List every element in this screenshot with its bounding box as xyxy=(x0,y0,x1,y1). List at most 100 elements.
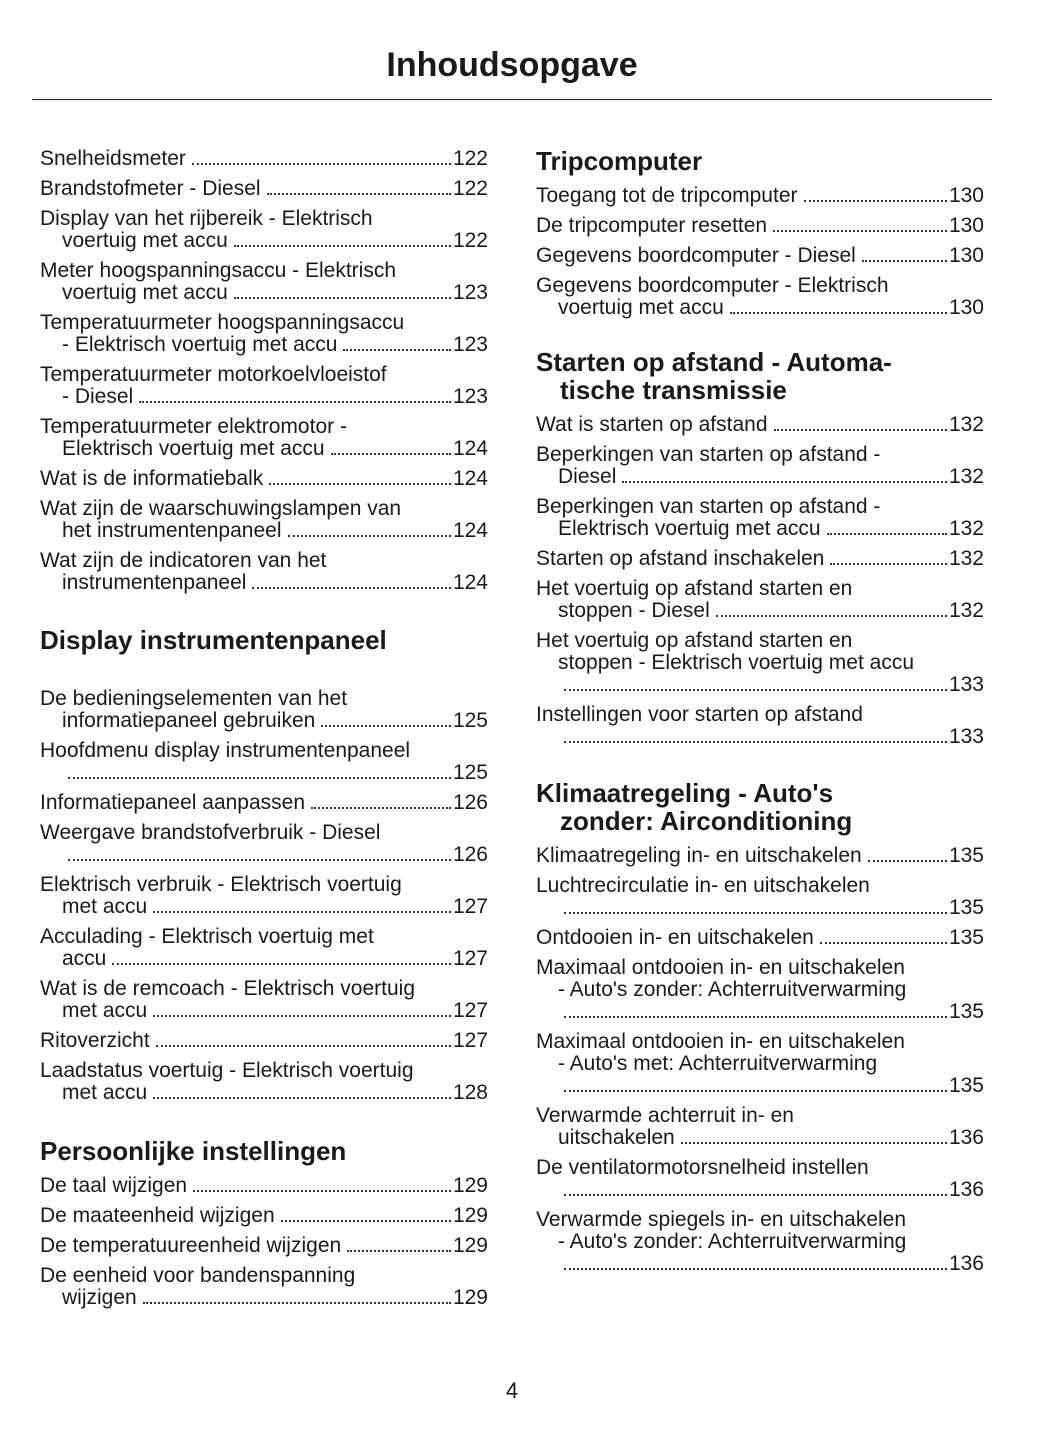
toc-entry-page[interactable]: 124 xyxy=(452,519,488,542)
toc-entry[interactable]: Gegevens boordcomputer - Elektrisch voert… xyxy=(536,275,984,319)
toc-entry[interactable]: Toegang tot de tripcomputer 130 xyxy=(536,185,984,207)
toc-entry-page[interactable]: 122 xyxy=(452,229,488,252)
toc-entry-text: stoppen - Diesel xyxy=(558,599,710,622)
toc-entry[interactable]: Display van het rijbereik - Elektrisch vo… xyxy=(40,208,488,252)
toc-entry-page[interactable]: 128 xyxy=(452,1081,488,1104)
toc-entry[interactable]: Wat is de remcoach - Elektrisch voertuig… xyxy=(40,978,488,1022)
toc-entry[interactable]: Laadstatus voertuig - Elektrisch voertui… xyxy=(40,1060,488,1104)
toc-entry-page[interactable]: 124 xyxy=(452,437,488,460)
toc-entry-page[interactable]: 136 xyxy=(948,1126,984,1149)
toc-entry-page[interactable]: 133 xyxy=(948,725,984,748)
dot-leader xyxy=(68,859,451,861)
toc-entry[interactable]: Snelheidsmeter 122 xyxy=(40,148,488,170)
toc-entry[interactable]: Verwarmde achterruit in- en uitschakelen 1… xyxy=(536,1105,984,1149)
toc-entry-page[interactable]: 135 xyxy=(948,926,984,949)
toc-entry[interactable]: Maximaal ontdooien in- en uitschakelen - … xyxy=(536,957,984,1023)
toc-entry-page[interactable]: 130 xyxy=(948,184,984,207)
toc-entry-page[interactable]: 135 xyxy=(948,1074,984,1097)
toc-entry-line: De taal wijzigen 129 xyxy=(40,1175,488,1197)
toc-entry-page[interactable]: 136 xyxy=(948,1178,984,1201)
toc-entry-page[interactable]: 123 xyxy=(452,333,488,356)
toc-entry-page[interactable]: 127 xyxy=(452,947,488,970)
toc-entry-page[interactable]: 132 xyxy=(948,465,984,488)
toc-entry[interactable]: Temperatuurmeter hoogspanningsaccu - Elek… xyxy=(40,312,488,356)
section-heading: Persoonlijke instellingen xyxy=(40,1137,488,1165)
toc-entry[interactable]: Maximaal ontdooien in- en uitschakelen - … xyxy=(536,1031,984,1097)
toc-entry-page[interactable]: 130 xyxy=(948,214,984,237)
toc-entry[interactable]: Acculading - Elektrisch voertuig met accu… xyxy=(40,926,488,970)
toc-entry[interactable]: Instellingen voor starten op afstand 133 xyxy=(536,704,984,748)
toc-entry[interactable]: Beperkingen van starten op afstand - Elek… xyxy=(536,496,984,540)
toc-entry[interactable]: Verwarmde spiegels in- en uitschakelen - … xyxy=(536,1209,984,1275)
toc-entry-line: Klimaatregeling in- en uitschakelen 135 xyxy=(536,845,984,867)
toc-entry[interactable]: Ritoverzicht 127 xyxy=(40,1030,488,1052)
toc-entry[interactable]: De maateenheid wijzigen 129 xyxy=(40,1205,488,1227)
toc-entry[interactable]: Wat is starten op afstand 132 xyxy=(536,414,984,436)
toc-entry[interactable]: De eenheid voor bandenspanning wijzigen 12… xyxy=(40,1265,488,1309)
toc-entry[interactable]: Weergave brandstofverbruik - Diesel 126 xyxy=(40,822,488,866)
toc-entry[interactable]: Hoofdmenu display instrumentenpaneel 125 xyxy=(40,740,488,784)
section-heading-line: tische transmissie xyxy=(560,375,787,405)
toc-entry[interactable]: Wat zijn de indicatoren van het instrumen… xyxy=(40,550,488,594)
toc-entry[interactable]: Temperatuurmeter motorkoelvloeistof - Die… xyxy=(40,364,488,408)
toc-entry-page[interactable]: 124 xyxy=(452,467,488,490)
toc-entry-page[interactable]: 136 xyxy=(948,1252,984,1275)
toc-entry[interactable]: Wat is de informatiebalk 124 xyxy=(40,468,488,490)
toc-entry-page[interactable]: 127 xyxy=(452,1029,488,1052)
toc-entry-line: Diesel 132 xyxy=(536,466,984,488)
toc-entry-page[interactable]: 129 xyxy=(452,1286,488,1309)
toc-entry-page[interactable]: 132 xyxy=(948,517,984,540)
toc-entry-page[interactable]: 125 xyxy=(452,761,488,784)
toc-entry-page[interactable]: 130 xyxy=(948,296,984,319)
toc-entry-page[interactable]: 126 xyxy=(452,843,488,866)
toc-entry-line: 126 xyxy=(40,844,488,866)
toc-entry-page[interactable]: 129 xyxy=(452,1174,488,1197)
toc-entry[interactable]: De taal wijzigen 129 xyxy=(40,1175,488,1197)
toc-entry[interactable]: Wat zijn de waarschuwingslampen van het i… xyxy=(40,498,488,542)
toc-entry-page[interactable]: 129 xyxy=(452,1204,488,1227)
toc-entry[interactable]: Beperkingen van starten op afstand - Dies… xyxy=(536,444,984,488)
dot-leader xyxy=(191,163,451,165)
toc-entry-page[interactable]: 127 xyxy=(452,895,488,918)
toc-entry-line: 136 xyxy=(536,1253,984,1275)
toc-entry-page[interactable]: 125 xyxy=(452,709,488,732)
toc-entry[interactable]: Elektrisch verbruik - Elektrisch voertui… xyxy=(40,874,488,918)
toc-entry-page[interactable]: 129 xyxy=(452,1234,488,1257)
toc-entry[interactable]: De tripcomputer resetten 130 xyxy=(536,215,984,237)
toc-entry[interactable]: De bedieningselementen van het informatie… xyxy=(40,688,488,732)
toc-entry-page[interactable]: 133 xyxy=(948,673,984,696)
toc-entries: De taal wijzigen 129 De maateenheid wijzig… xyxy=(40,1175,488,1309)
toc-entry-page[interactable]: 132 xyxy=(948,599,984,622)
toc-entry-page[interactable]: 127 xyxy=(452,999,488,1022)
toc-entry-page[interactable]: 123 xyxy=(452,281,488,304)
toc-entry-page[interactable]: 135 xyxy=(948,1000,984,1023)
toc-entry-page[interactable]: 135 xyxy=(948,896,984,919)
toc-entry-line: Toegang tot de tripcomputer 130 xyxy=(536,185,984,207)
toc-entry-page[interactable]: 130 xyxy=(948,244,984,267)
toc-entry[interactable]: Ontdooien in- en uitschakelen 135 xyxy=(536,927,984,949)
toc-entry[interactable]: Meter hoogspanningsaccu - Elektrisch voer… xyxy=(40,260,488,304)
section-heading-line: Klimaatregeling - Auto's xyxy=(536,778,834,808)
toc-entry[interactable]: Starten op afstand inschakelen 132 xyxy=(536,548,984,570)
toc-entry[interactable]: Informatiepaneel aanpassen 126 xyxy=(40,792,488,814)
toc-entry-page[interactable]: 122 xyxy=(452,147,488,170)
toc-entry-page[interactable]: 123 xyxy=(452,385,488,408)
toc-entry[interactable]: Brandstofmeter - Diesel 122 xyxy=(40,178,488,200)
toc-entry[interactable]: Gegevens boordcomputer - Diesel 130 xyxy=(536,245,984,267)
toc-entry[interactable]: Klimaatregeling in- en uitschakelen 135 xyxy=(536,845,984,867)
toc-entry[interactable]: Luchtrecirculatie in- en uitschakelen 135 xyxy=(536,875,984,919)
dot-leader xyxy=(826,533,947,535)
toc-entry-line: Instellingen voor starten op afstand xyxy=(536,704,984,726)
toc-entry[interactable]: De ventilatormotorsnelheid instellen 136 xyxy=(536,1157,984,1201)
toc-entry-page[interactable]: 124 xyxy=(452,571,488,594)
toc-entry-page[interactable]: 132 xyxy=(948,413,984,436)
toc-entry[interactable]: Het voertuig op afstand starten en stoppe… xyxy=(536,578,984,622)
toc-entry-page[interactable]: 122 xyxy=(452,177,488,200)
toc-entry[interactable]: Temperatuurmeter elektromotor - Elektrisc… xyxy=(40,416,488,460)
toc-entry-page[interactable]: 135 xyxy=(948,844,984,867)
toc-entry-page[interactable]: 132 xyxy=(948,547,984,570)
toc-entry[interactable]: Het voertuig op afstand starten en stoppe… xyxy=(536,630,984,696)
toc-entry[interactable]: De temperatuureenheid wijzigen 129 xyxy=(40,1235,488,1257)
toc-entry-page[interactable]: 126 xyxy=(452,791,488,814)
toc-entry-line: 135 xyxy=(536,1001,984,1023)
